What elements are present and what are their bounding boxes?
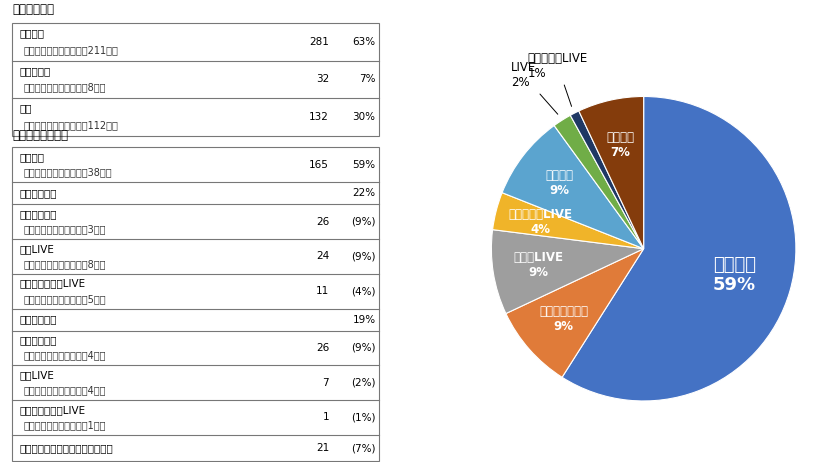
Text: （内、動画を後で配信は5社）: （内、動画を後で配信は5社） <box>24 294 107 304</box>
Text: 59%: 59% <box>352 160 375 170</box>
Text: 63%: 63% <box>352 37 375 47</box>
Text: １）開催有無: １）開催有無 <box>13 3 55 16</box>
Text: ・テレカン＋LIVE: ・テレカン＋LIVE <box>20 405 87 415</box>
Text: 録画のみ
7%: 録画のみ 7% <box>606 131 634 159</box>
Text: （内、動画を後で配信は4社）: （内、動画を後で配信は4社） <box>24 385 107 396</box>
Text: 7%: 7% <box>359 74 375 84</box>
Text: 26: 26 <box>316 217 329 226</box>
Wedge shape <box>579 97 643 249</box>
Wedge shape <box>491 230 643 313</box>
Text: （内、動画を後で配信は8社）: （内、動画を後で配信は8社） <box>24 259 107 269</box>
Text: （内、動画を後で配信は3社）: （内、動画を後で配信は3社） <box>24 224 107 234</box>
Text: 281: 281 <box>309 37 329 47</box>
Wedge shape <box>570 111 643 249</box>
Text: 7: 7 <box>323 378 329 388</box>
Wedge shape <box>506 249 643 377</box>
Text: (9%): (9%) <box>351 343 375 353</box>
Text: （内、３月・９月決算は211社）: （内、３月・９月決算は211社） <box>24 45 118 55</box>
Text: 開催しない: 開催しない <box>20 66 51 76</box>
Text: テレカン
9%: テレカン 9% <box>545 170 574 198</box>
Text: （内、動画を後で配信は38社）: （内、動画を後で配信は38社） <box>24 168 113 177</box>
Text: 132: 132 <box>309 112 329 122</box>
Text: (7%): (7%) <box>351 443 375 453</box>
Text: 24: 24 <box>316 251 329 262</box>
Text: 30%: 30% <box>353 112 375 122</box>
Text: (9%): (9%) <box>351 251 375 262</box>
Wedge shape <box>562 97 795 401</box>
Text: LIVE
2%: LIVE 2% <box>511 61 558 114</box>
Bar <box>13 148 380 461</box>
Wedge shape <box>554 115 643 249</box>
Text: （内、３月・９月決算は8社）: （内、３月・９月決算は8社） <box>24 83 107 92</box>
Text: ・LIVE: ・LIVE <box>20 244 55 254</box>
Text: 32: 32 <box>316 74 329 84</box>
Wedge shape <box>502 126 643 249</box>
Text: 会場のみ: 会場のみ <box>20 152 45 162</box>
Text: ２）開催する場合: ２）開催する場合 <box>13 129 68 142</box>
Text: （内、３月・９月決算は112社）: （内、３月・９月決算は112社） <box>24 120 118 130</box>
Text: (4%): (4%) <box>351 286 375 296</box>
Text: 開催する: 開催する <box>20 28 45 38</box>
Text: ・テレカン＋LIVE: ・テレカン＋LIVE <box>20 278 87 289</box>
Text: 会場＋他形式: 会場＋他形式 <box>20 188 57 198</box>
Text: ・テレカン: ・テレカン <box>20 335 57 345</box>
Text: 会場開催なし: 会場開催なし <box>20 315 57 325</box>
Text: （内、動画を後で配信は4社）: （内、動画を後で配信は4社） <box>24 351 107 361</box>
Text: 会場＋テレカン
9%: 会場＋テレカン 9% <box>539 305 588 333</box>
Text: （内、動画を後で配信は1社）: （内、動画を後で配信は1社） <box>24 420 107 430</box>
Text: 11: 11 <box>316 286 329 296</box>
Bar <box>13 23 380 135</box>
Text: 会場のみ
59%: 会場のみ 59% <box>712 255 756 295</box>
Text: 1: 1 <box>323 412 329 423</box>
Text: テレカン＋LIVE
4%: テレカン＋LIVE 4% <box>508 208 572 236</box>
Text: テレカン＋LIVE
1%: テレカン＋LIVE 1% <box>528 51 588 106</box>
Text: 165: 165 <box>309 160 329 170</box>
Text: 会場＋LIVE
9%: 会場＋LIVE 9% <box>513 251 564 279</box>
Text: 19%: 19% <box>352 315 375 325</box>
Text: (9%): (9%) <box>351 217 375 226</box>
Text: 21: 21 <box>316 443 329 453</box>
Wedge shape <box>492 193 643 249</box>
Text: (1%): (1%) <box>351 412 375 423</box>
Text: 未定: 未定 <box>20 104 33 113</box>
Text: 26: 26 <box>316 343 329 353</box>
Text: ・テレカン: ・テレカン <box>20 209 57 219</box>
Text: (2%): (2%) <box>351 378 375 388</box>
Text: 22%: 22% <box>352 188 375 198</box>
Text: ・録画した動画を後で配信のみ: ・録画した動画を後で配信のみ <box>20 443 113 453</box>
Text: ・LIVE: ・LIVE <box>20 370 55 380</box>
